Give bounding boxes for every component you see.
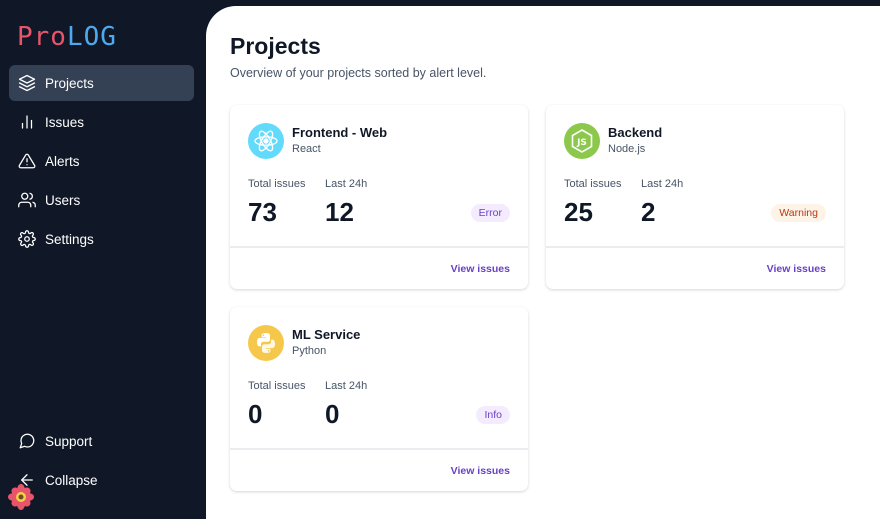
last-24h-label: Last 24h [325, 380, 368, 392]
collapse-button[interactable]: Collapse [9, 462, 194, 498]
svg-text:JS: JS [576, 138, 587, 148]
sidebar-item-users[interactable]: Users [9, 182, 194, 218]
react-query-devtools-icon[interactable] [6, 482, 36, 512]
sidebar-item-settings[interactable]: Settings [9, 221, 194, 257]
sidebar-item-label: Users [45, 192, 81, 208]
sidebar-item-issues[interactable]: Issues [9, 104, 194, 140]
view-issues-link[interactable]: View issues [450, 263, 510, 275]
card-divider [230, 246, 528, 248]
last-24h-label: Last 24h [325, 178, 368, 190]
total-issues-value: 73 [248, 197, 277, 227]
sidebar-item-label: Projects [45, 75, 94, 91]
total-issues-label: Total issues [564, 178, 622, 190]
sidebar-item-label: Alerts [45, 153, 80, 169]
project-card-frontend-web: Frontend - Web React Total issues Last 2… [230, 105, 528, 289]
sidebar-item-label: Support [45, 433, 93, 449]
logo-text-log: LOG [66, 22, 117, 52]
layers-icon [18, 74, 36, 92]
sidebar: Pro LOG Projects Issues Alerts Users Sett… [0, 0, 206, 519]
sidebar-item-support[interactable]: Support [9, 423, 194, 459]
react-icon [248, 123, 284, 159]
sidebar-item-label: Settings [45, 231, 94, 247]
sidebar-item-projects[interactable]: Projects [9, 65, 194, 101]
project-card-backend: JS Backend Node.js Total issues Last 24h… [546, 105, 844, 289]
nodejs-icon: JS [564, 123, 600, 159]
page-title: Projects [230, 33, 321, 59]
status-badge: Error [470, 204, 510, 222]
project-name: ML Service [292, 327, 361, 342]
last-24h-value: 2 [641, 197, 656, 227]
total-issues-label: Total issues [248, 380, 306, 392]
alert-triangle-icon [18, 152, 36, 170]
python-icon [248, 325, 284, 361]
project-tech: React [292, 143, 321, 155]
project-tech: Node.js [608, 143, 646, 155]
bar-chart-icon [18, 113, 36, 131]
last-24h-value: 0 [325, 399, 340, 429]
project-name: Backend [608, 125, 663, 140]
prolog-logo[interactable]: Pro LOG [17, 20, 117, 50]
main-panel: Projects Overview of your projects sorte… [206, 6, 880, 519]
project-card-ml-service: ML Service Python Total issues Last 24h … [230, 307, 528, 491]
page-subtitle: Overview of your projects sorted by aler… [230, 66, 487, 80]
total-issues-label: Total issues [248, 178, 306, 190]
project-name: Frontend - Web [292, 125, 388, 140]
card-divider [546, 246, 844, 248]
total-issues-value: 0 [248, 399, 263, 429]
users-icon [18, 191, 36, 209]
last-24h-label: Last 24h [641, 178, 684, 190]
sidebar-item-alerts[interactable]: Alerts [9, 143, 194, 179]
view-issues-link[interactable]: View issues [450, 465, 510, 477]
view-issues-link[interactable]: View issues [766, 263, 826, 275]
status-badge: Info [476, 406, 510, 424]
sidebar-item-label: Issues [45, 114, 85, 130]
project-tech: Python [292, 345, 327, 357]
status-badge: Warning [771, 204, 826, 222]
card-divider [230, 448, 528, 450]
last-24h-value: 12 [325, 197, 354, 227]
sidebar-item-label: Collapse [45, 472, 98, 488]
message-circle-icon [18, 432, 36, 450]
logo-text-pro: Pro [17, 22, 67, 52]
gear-icon [18, 230, 36, 248]
arrow-left-icon [18, 471, 36, 489]
total-issues-value: 25 [564, 197, 593, 227]
